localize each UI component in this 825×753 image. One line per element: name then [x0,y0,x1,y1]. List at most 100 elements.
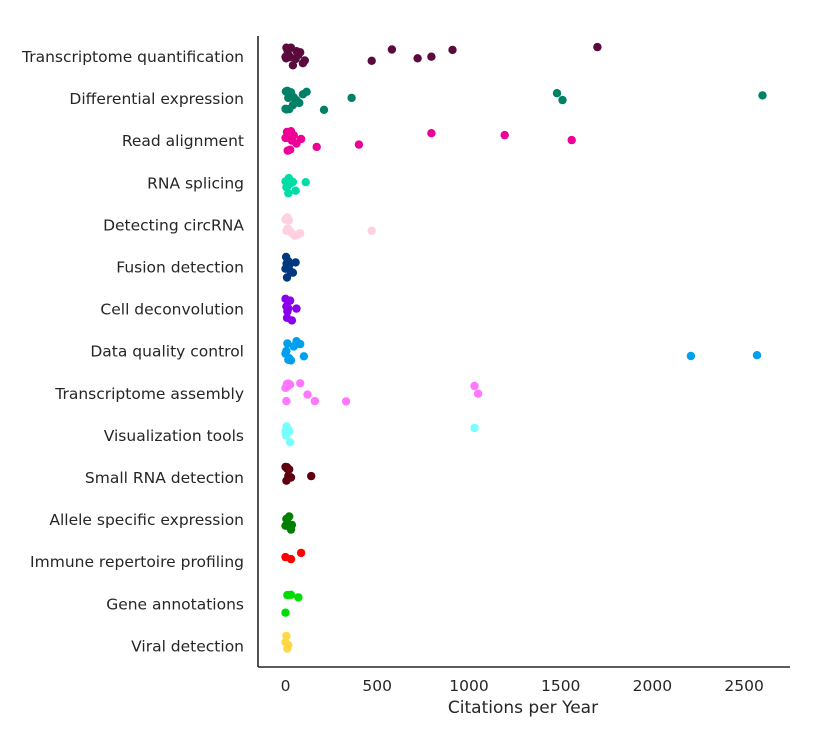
category-label: Viral detection [131,637,244,655]
data-point [307,471,316,481]
data-point [282,313,292,322]
category-label: RNA splicing [147,174,244,192]
data-point [282,43,291,52]
data-point [296,548,306,558]
category-label: Transcriptome quantification [21,48,244,66]
data-point [284,189,293,198]
data-point [281,608,290,617]
data-point [286,554,296,564]
x-tick-label: 0 [281,677,291,695]
category-label: Immune repertoire profiling [30,553,244,571]
data-point [299,352,309,361]
data-point [284,216,293,225]
data-point [319,105,329,115]
category-label: Read alignment [122,132,244,150]
data-point [283,339,292,348]
data-point [367,226,376,235]
data-point [286,127,296,136]
data-point [292,47,301,56]
data-point [282,463,292,472]
category-label: Small RNA detection [85,469,244,487]
data-point [285,438,295,447]
data-point [552,89,562,98]
data-point [286,473,296,482]
data-point [367,56,376,65]
x-tick-label: 2500 [724,677,763,695]
data-point [567,135,576,145]
data-point [282,631,291,641]
category-label: Cell deconvolution [100,301,244,319]
category-label: Detecting circRNA [103,216,244,234]
data-point [284,173,293,183]
data-point [294,593,303,602]
data-point [285,512,294,521]
data-point [427,129,436,138]
category-label: Visualization tools [104,427,244,445]
category-label: Transcriptome assembly [54,385,244,403]
category-label: Gene annotations [106,595,244,613]
x-ticks: 0 500 1000 1500 2000 2500 [281,677,764,695]
data-point [288,61,298,70]
data-point [310,396,320,406]
data-point [686,351,696,361]
data-point [752,351,762,360]
data-points [281,42,767,653]
data-point [413,54,422,63]
data-point [291,186,300,195]
x-tick-label: 500 [362,677,392,695]
category-label: Allele specific expression [49,511,244,529]
data-point [284,304,293,313]
data-point [470,381,479,391]
data-point [500,130,509,140]
data-point [354,140,364,149]
data-point [283,224,292,233]
data-point [300,56,309,65]
data-point [593,42,602,52]
data-point [296,339,305,349]
data-point [285,261,294,270]
data-point [285,145,295,154]
x-tick-label: 1000 [449,677,488,695]
data-point [288,100,298,110]
data-point [387,45,397,54]
data-point [341,397,351,406]
data-point [284,640,293,650]
data-point [448,45,457,55]
data-point [558,95,567,105]
category-label: Differential expression [69,90,244,108]
data-point [286,590,296,599]
x-tick-label: 1500 [541,677,580,695]
data-point [282,379,292,389]
data-point [301,178,310,187]
data-point [347,93,356,103]
data-point [281,87,291,96]
category-labels: Transcriptome quantification Differential… [21,48,244,655]
category-label: Data quality control [90,343,244,361]
data-point [285,296,295,305]
data-point [296,229,305,238]
data-point [427,52,436,61]
data-point [283,519,292,528]
category-label: Fusion detection [116,259,244,277]
data-point [303,390,312,399]
data-point [282,424,292,433]
data-point [473,389,483,398]
data-point [758,91,767,100]
data-point [282,346,291,356]
x-axis-title: Citations per Year [448,698,598,718]
data-point [302,87,311,97]
data-point [292,304,301,313]
data-point [312,142,321,152]
data-point [295,98,304,108]
data-point [282,273,292,282]
data-point [296,134,306,144]
data-point [291,258,300,267]
data-point [285,52,295,62]
data-point [296,379,305,388]
data-point [288,268,298,277]
x-tick-label: 2000 [633,677,672,695]
data-point [282,396,291,406]
data-point [284,355,293,364]
data-point [470,423,479,433]
